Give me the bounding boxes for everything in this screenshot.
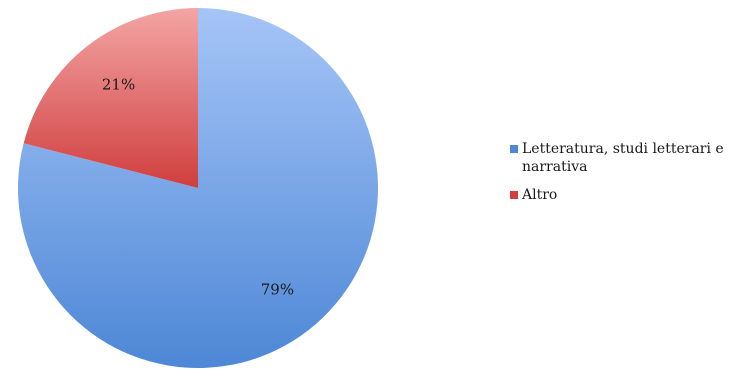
legend-swatch-altro (510, 191, 518, 199)
legend: Letteratura, studi letterari e narrativa… (510, 140, 740, 214)
legend-item-letteratura: Letteratura, studi letterari e narrativa (510, 140, 740, 176)
slice-label-letteratura: 79% (261, 280, 294, 298)
pie-slice-altro (23, 8, 199, 188)
legend-item-altro: Altro (510, 186, 740, 204)
pie-labels: 79% 21% (102, 76, 294, 299)
legend-label-altro: Altro (522, 187, 558, 203)
pie-slice-letteratura (18, 8, 379, 368)
pie-slices (18, 8, 379, 368)
slice-label-altro: 21% (102, 76, 135, 94)
legend-swatch-letteratura (510, 145, 518, 153)
legend-label-letteratura: Letteratura, studi letterari e narrativa (522, 141, 724, 175)
